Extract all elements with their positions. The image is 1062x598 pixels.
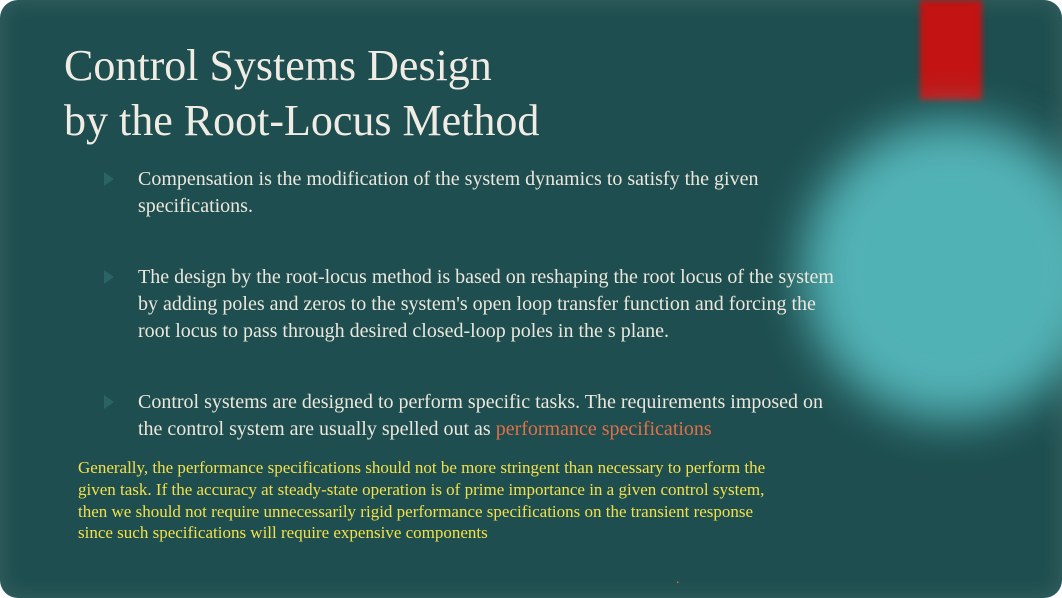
bullet-text: Compensation is the modification of the …: [138, 168, 758, 217]
footnote-text: Generally, the performance specification…: [78, 457, 778, 544]
slide-content: Control Systems Design by the Root-Locus…: [0, 0, 1062, 544]
bullet-item: Compensation is the modification of the …: [104, 166, 844, 220]
bullet-item: Control systems are designed to perform …: [104, 389, 844, 443]
bullet-text: The design by the root-locus method is b…: [138, 266, 834, 342]
tiny-mark: .: [676, 572, 680, 588]
title-line-1: Control Systems Design: [64, 41, 492, 90]
slide: Control Systems Design by the Root-Locus…: [0, 0, 1062, 598]
title-line-2: by the Root-Locus Method: [64, 96, 539, 145]
slide-title: Control Systems Design by the Root-Locus…: [64, 38, 1002, 148]
bullet-item: The design by the root-locus method is b…: [104, 264, 844, 345]
bullet-text-before: Control systems are designed to perform …: [138, 391, 823, 440]
bullet-list: Compensation is the modification of the …: [104, 166, 844, 443]
bullet-highlight: performance specifications: [496, 418, 712, 440]
